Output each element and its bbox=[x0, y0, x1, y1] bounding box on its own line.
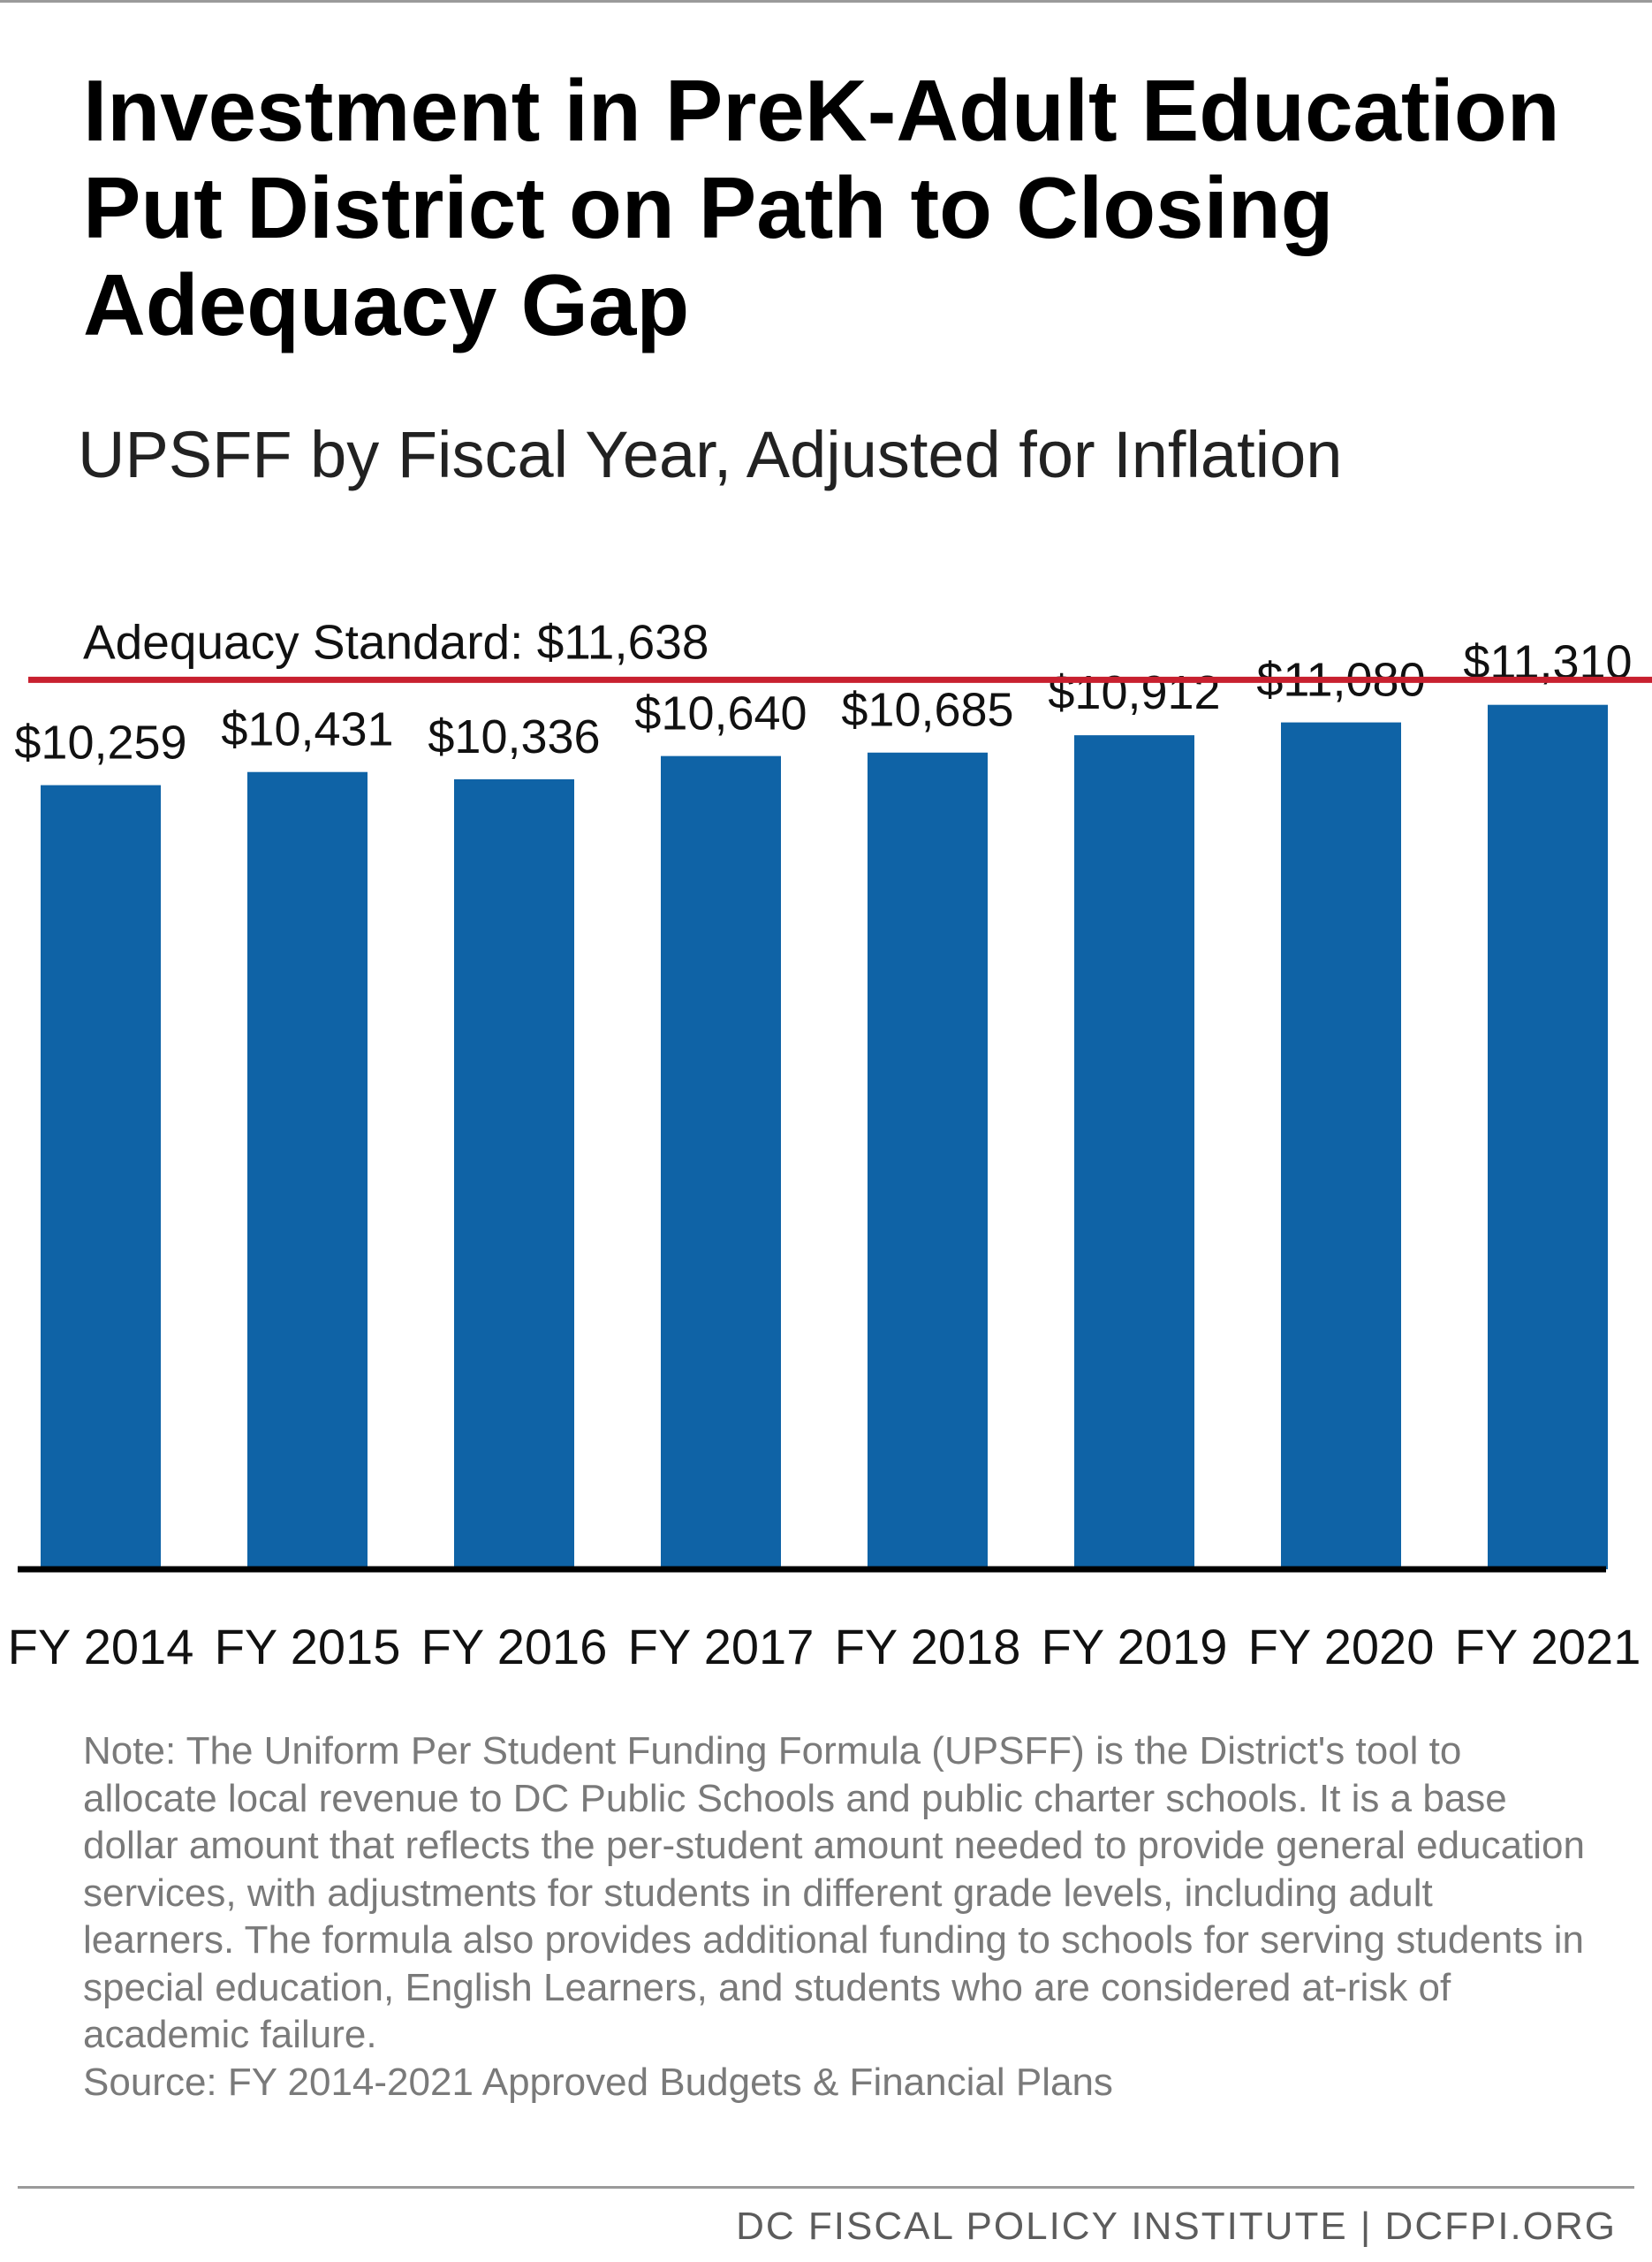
category-label: FY 2014 bbox=[8, 1619, 194, 1674]
adequacy-standard-label: Adequacy Standard: $11,638 bbox=[83, 614, 709, 669]
category-label: FY 2019 bbox=[1042, 1619, 1228, 1674]
footer-credit: DC FISCAL POLICY INSTITUTE | DCFPI.ORG bbox=[736, 2205, 1617, 2248]
bar-fy-2018 bbox=[868, 752, 988, 1569]
bars-layer bbox=[41, 704, 1608, 1569]
bar-fy-2016 bbox=[454, 778, 574, 1569]
category-label: FY 2021 bbox=[1455, 1619, 1641, 1674]
category-label: FY 2018 bbox=[835, 1619, 1021, 1674]
category-label: FY 2015 bbox=[215, 1619, 401, 1674]
bar-fy-2015 bbox=[247, 771, 368, 1569]
value-label: $10,640 bbox=[634, 687, 807, 740]
value-label: $10,912 bbox=[1048, 666, 1220, 719]
category-labels-layer: FY 2014 FY 2015 FY 2016 FY 2017 FY 2018 FY 20… bbox=[8, 1619, 1641, 1674]
bottom-divider bbox=[18, 2186, 1634, 2189]
bar-fy-2019 bbox=[1074, 735, 1194, 1569]
bar-fy-2020 bbox=[1281, 722, 1401, 1569]
bar-fy-2014 bbox=[41, 785, 161, 1569]
bar-chart: $10,259 $10,431 $10,336 $10,640 $10,685 $10,9… bbox=[8, 614, 1652, 1674]
chart-source: Source: FY 2014-2021 Approved Budgets & … bbox=[83, 2061, 1113, 2104]
category-label: FY 2020 bbox=[1248, 1619, 1435, 1674]
chart-subtitle: UPSFF by Fiscal Year, Adjusted for Infla… bbox=[78, 418, 1343, 491]
bar-fy-2021 bbox=[1488, 704, 1608, 1569]
top-divider bbox=[0, 0, 1652, 3]
chart-title: Investment in PreK-Adult Education Put D… bbox=[83, 62, 1560, 353]
category-label: FY 2017 bbox=[628, 1619, 815, 1674]
value-label: $10,336 bbox=[428, 710, 600, 763]
chart-note: Note: The Uniform Per Student Funding Fo… bbox=[83, 1729, 1585, 2056]
bar-fy-2017 bbox=[661, 755, 781, 1569]
category-label: FY 2016 bbox=[421, 1619, 608, 1674]
value-label: $10,685 bbox=[841, 684, 1013, 737]
value-label: $10,259 bbox=[14, 717, 186, 770]
value-label: $10,431 bbox=[221, 703, 393, 756]
